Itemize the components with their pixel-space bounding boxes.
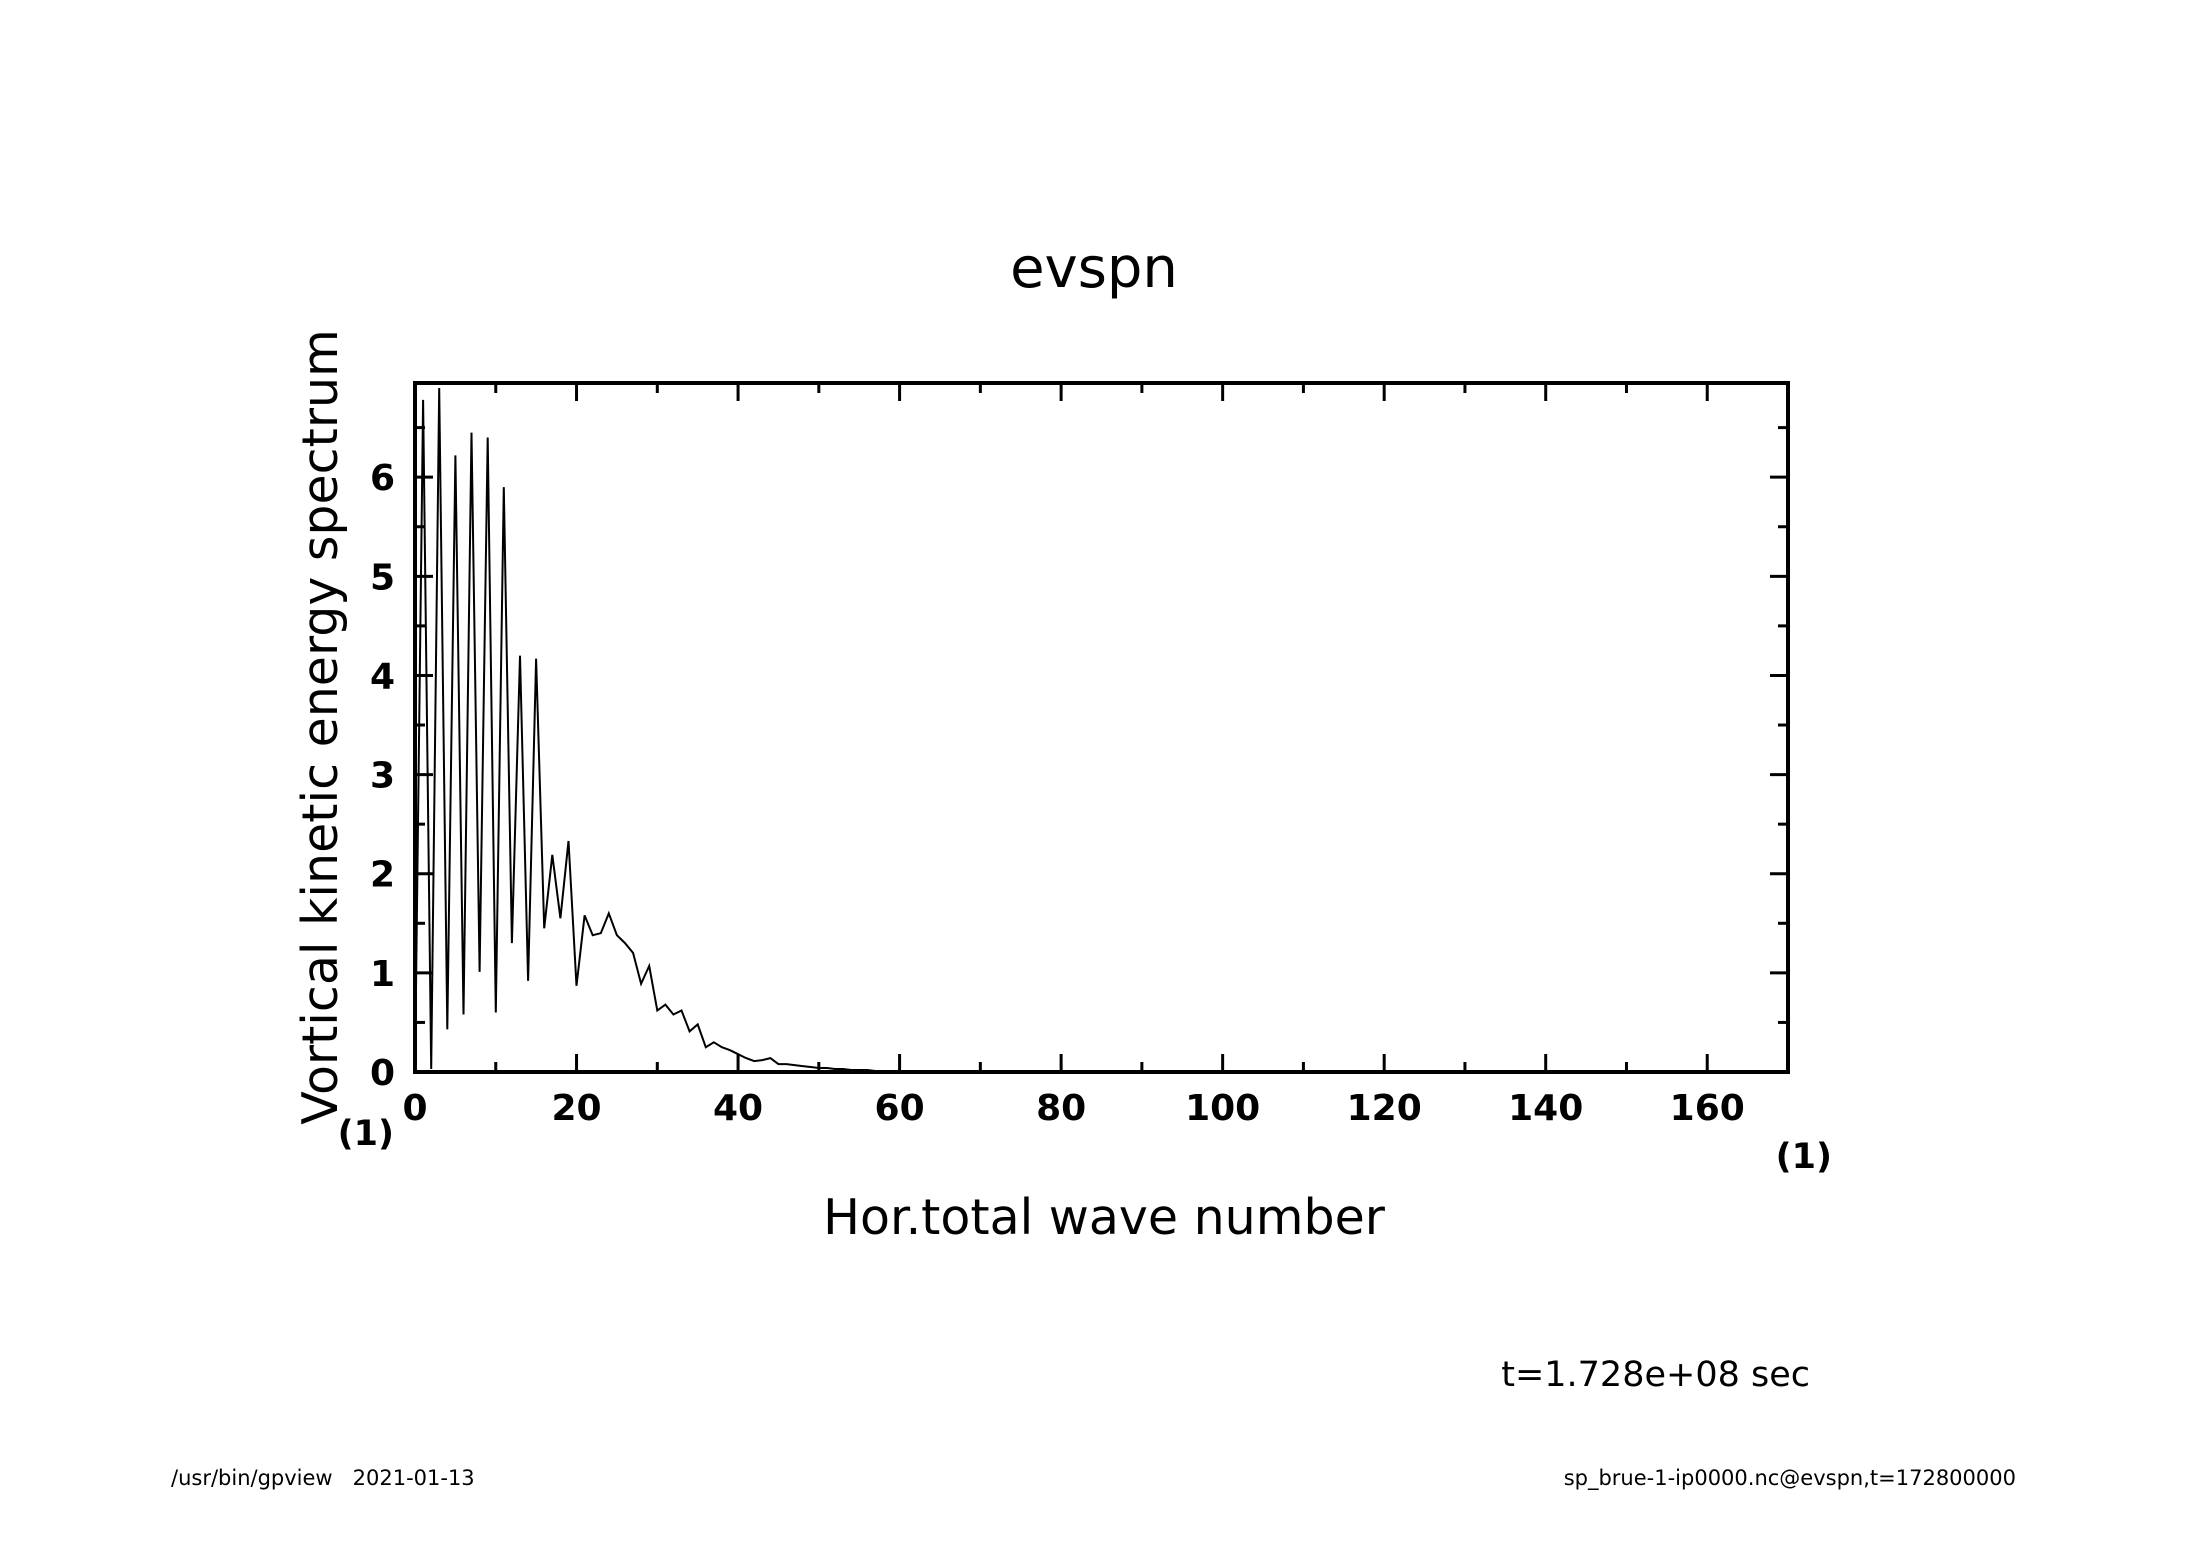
y-tick-label: 1 bbox=[370, 954, 395, 995]
x-tick-label: 80 bbox=[1036, 1088, 1086, 1129]
y-tick-label: 6 bbox=[370, 458, 395, 499]
x-tick-label: 40 bbox=[713, 1088, 763, 1129]
plot-area: 0 20 40 60 80 100 120 140 160 0 1 2 3 4 5 6 bbox=[370, 381, 1790, 1129]
y-axis-unit: (1) bbox=[338, 1114, 394, 1154]
y-tick-label: 0 bbox=[370, 1053, 395, 1094]
footer-left: /usr/bin/gpview 2021-01-13 bbox=[171, 1466, 475, 1490]
x-axis-label: Hor.total wave number bbox=[823, 1189, 1386, 1246]
x-tick-label: 120 bbox=[1347, 1088, 1422, 1129]
x-tick-label: 160 bbox=[1670, 1088, 1745, 1129]
x-tick-label: 0 bbox=[402, 1088, 427, 1129]
footer-right: sp_brue-1-ip0000.nc@evspn,t=172800000 bbox=[1564, 1466, 2016, 1491]
y-tick-label: 5 bbox=[370, 557, 395, 598]
series-line bbox=[414, 387, 1788, 1073]
x-tick-label: 60 bbox=[875, 1088, 925, 1129]
y-tick-label: 4 bbox=[370, 656, 395, 697]
y-tick-label: 3 bbox=[370, 756, 395, 797]
x-tick-label: 100 bbox=[1185, 1088, 1260, 1129]
plot-frame bbox=[413, 381, 1790, 1074]
x-axis-unit: (1) bbox=[1776, 1137, 1832, 1177]
time-annotation: t=1.728e+08 sec bbox=[1501, 1355, 1810, 1395]
chart-title: evspn bbox=[1010, 236, 1178, 301]
y-tick-label: 2 bbox=[370, 855, 395, 896]
y-axis-label: Vortical kinetic energy spectrum bbox=[292, 329, 349, 1125]
x-tick-label: 140 bbox=[1508, 1088, 1583, 1129]
x-tick-label: 20 bbox=[551, 1088, 601, 1129]
y-tick-labels: 0 1 2 3 4 5 6 bbox=[370, 458, 395, 1094]
x-tick-labels: 0 20 40 60 80 100 120 140 160 bbox=[402, 1088, 1744, 1129]
axis-ticks bbox=[415, 383, 1788, 1072]
